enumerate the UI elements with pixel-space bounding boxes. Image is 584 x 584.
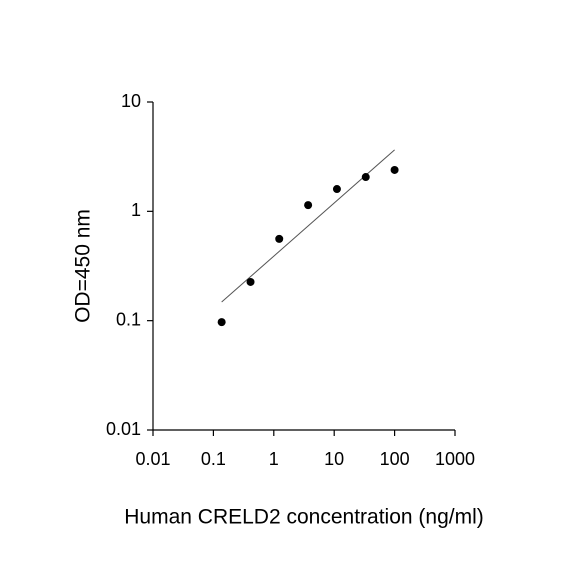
data-point: [275, 234, 284, 243]
data-point: [304, 201, 313, 210]
data-point: [361, 173, 370, 182]
x-tick-label: 1: [269, 449, 279, 469]
y-tick-label: 0.01: [106, 419, 141, 439]
x-axis-label: Human CRELD2 concentration (ng/ml): [124, 506, 483, 529]
y-tick-label: 0.1: [116, 309, 141, 329]
x-tick-label: 0.1: [201, 449, 226, 469]
x-tick-label: 0.01: [135, 449, 170, 469]
data-point: [390, 165, 399, 174]
x-tick-label: 1000: [435, 449, 475, 469]
data-point: [332, 185, 341, 194]
x-tick-label: 100: [380, 449, 410, 469]
data-point: [246, 277, 255, 286]
y-tick-label: 1: [131, 200, 141, 220]
x-tick-label: 10: [324, 449, 344, 469]
data-point: [217, 318, 226, 327]
fit-line: [221, 149, 395, 303]
y-tick-label: 10: [121, 91, 141, 111]
y-axis-label: OD=450 nm: [72, 209, 95, 323]
